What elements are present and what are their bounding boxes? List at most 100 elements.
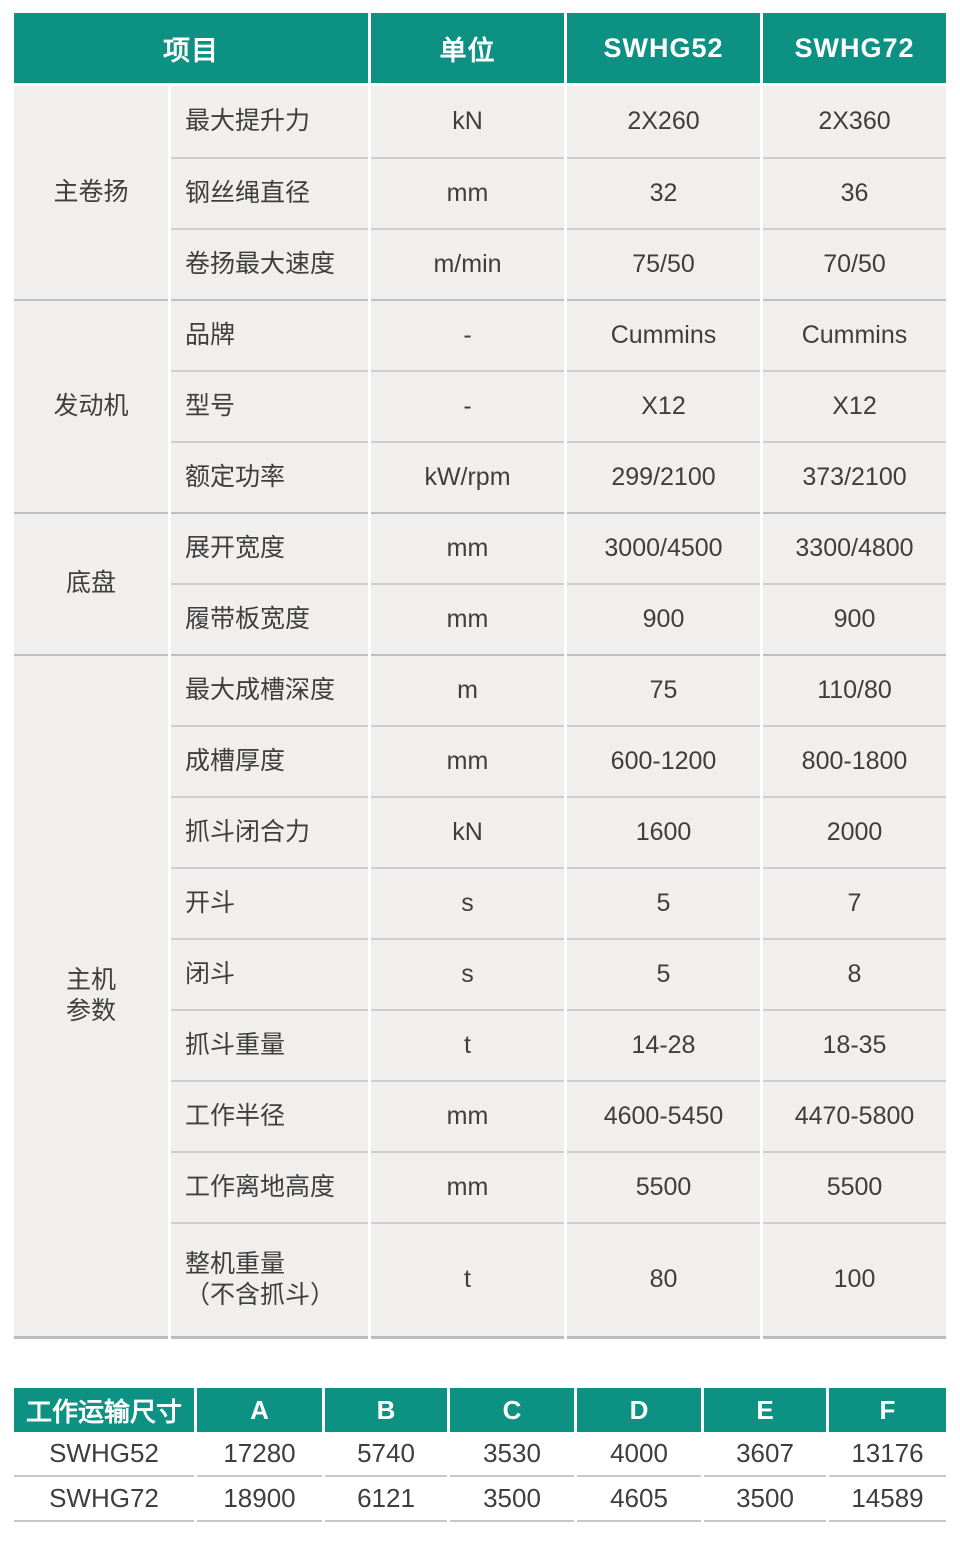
- param-cell: 履带板宽度: [171, 583, 368, 654]
- header-cell-model1: SWHG52: [567, 13, 760, 83]
- param-cell: 整机重量 （不含抓斗）: [171, 1222, 368, 1339]
- transport-value-cell: 13176: [829, 1432, 946, 1477]
- spec-table-header: 项目 单位 SWHG52 SWHG72: [14, 13, 946, 83]
- param-cell: 闭斗: [171, 938, 368, 1009]
- value-cell-swhg52: 14-28: [567, 1009, 760, 1080]
- value-cell-swhg72: 4470-5800: [763, 1080, 946, 1151]
- value-cell-swhg72: 2000: [763, 796, 946, 867]
- transport-table: 工作运输尺寸 A B C D E F SWHG52 17280 5740 353…: [14, 1388, 946, 1522]
- value-cell-swhg52: 32: [567, 157, 760, 228]
- value-cell-swhg52: 5: [567, 867, 760, 938]
- transport-value-cell: 5740: [325, 1432, 447, 1477]
- value-cell-swhg52: 5500: [567, 1151, 760, 1222]
- value-cell-swhg52: Cummins: [567, 299, 760, 370]
- param-cell: 抓斗重量: [171, 1009, 368, 1080]
- category-cell-main-params: 主机 参数: [14, 654, 168, 1339]
- unit-cell: kN: [371, 86, 564, 157]
- param-cell: 开斗: [171, 867, 368, 938]
- param-cell: 型号: [171, 370, 368, 441]
- param-cell: 工作离地高度: [171, 1151, 368, 1222]
- value-cell-swhg52: 600-1200: [567, 725, 760, 796]
- param-cell: 最大提升力: [171, 86, 368, 157]
- transport-value-cell: 3500: [704, 1477, 826, 1522]
- header-cell-model2: SWHG72: [763, 13, 946, 83]
- value-cell-swhg72: 100: [763, 1222, 946, 1339]
- transport-header-title: 工作运输尺寸: [14, 1388, 194, 1432]
- transport-value-cell: 14589: [829, 1477, 946, 1522]
- value-cell-swhg52: 3000/4500: [567, 512, 760, 583]
- transport-value-cell: 3500: [450, 1477, 574, 1522]
- transport-value-cell: 4000: [577, 1432, 701, 1477]
- unit-cell: mm: [371, 725, 564, 796]
- unit-cell: -: [371, 299, 564, 370]
- param-cell: 钢丝绳直径: [171, 157, 368, 228]
- param-cell: 额定功率: [171, 441, 368, 512]
- unit-cell: mm: [371, 583, 564, 654]
- unit-cell: t: [371, 1222, 564, 1339]
- value-cell-swhg52: 75: [567, 654, 760, 725]
- value-cell-swhg52: 75/50: [567, 228, 760, 299]
- value-cell-swhg52: 5: [567, 938, 760, 1009]
- unit-cell: s: [371, 938, 564, 1009]
- unit-cell: mm: [371, 1080, 564, 1151]
- unit-cell: m: [371, 654, 564, 725]
- transport-header-col-e: E: [704, 1388, 826, 1432]
- value-cell-swhg72: 110/80: [763, 654, 946, 725]
- param-cell: 卷扬最大速度: [171, 228, 368, 299]
- category-cell-main-hoist: 主卷扬: [14, 86, 168, 299]
- header-cell-item: 项目: [14, 13, 368, 83]
- value-cell-swhg72: 70/50: [763, 228, 946, 299]
- transport-value-cell: 17280: [197, 1432, 322, 1477]
- value-cell-swhg72: 2X360: [763, 86, 946, 157]
- spec-table: 项目 单位 SWHG52 SWHG72 主卷扬 最大提升力 kN 2X260 2…: [14, 13, 946, 1339]
- unit-cell: -: [371, 370, 564, 441]
- value-cell-swhg72: 36: [763, 157, 946, 228]
- value-cell-swhg72: 900: [763, 583, 946, 654]
- transport-value-cell: 18900: [197, 1477, 322, 1522]
- unit-cell: kW/rpm: [371, 441, 564, 512]
- value-cell-swhg72: 373/2100: [763, 441, 946, 512]
- unit-cell: t: [371, 1009, 564, 1080]
- transport-header-col-f: F: [829, 1388, 946, 1432]
- value-cell-swhg52: 900: [567, 583, 760, 654]
- category-cell-chassis: 底盘: [14, 512, 168, 654]
- transport-header-col-a: A: [197, 1388, 322, 1432]
- value-cell-swhg72: 5500: [763, 1151, 946, 1222]
- value-cell-swhg72: 8: [763, 938, 946, 1009]
- param-cell: 品牌: [171, 299, 368, 370]
- unit-cell: kN: [371, 796, 564, 867]
- unit-cell: mm: [371, 512, 564, 583]
- value-cell-swhg52: 4600-5450: [567, 1080, 760, 1151]
- spec-table-body: 主卷扬 最大提升力 kN 2X260 2X360 钢丝绳直径 mm 32 36 …: [14, 86, 946, 1339]
- value-cell-swhg72: 18-35: [763, 1009, 946, 1080]
- value-cell-swhg52: 1600: [567, 796, 760, 867]
- param-cell: 展开宽度: [171, 512, 368, 583]
- value-cell-swhg52: 299/2100: [567, 441, 760, 512]
- category-cell-engine: 发动机: [14, 299, 168, 512]
- transport-value-cell: 4605: [577, 1477, 701, 1522]
- param-cell: 工作半径: [171, 1080, 368, 1151]
- unit-cell: mm: [371, 157, 564, 228]
- value-cell-swhg72: 800-1800: [763, 725, 946, 796]
- value-cell-swhg52: X12: [567, 370, 760, 441]
- value-cell-swhg72: X12: [763, 370, 946, 441]
- transport-model-cell: SWHG72: [14, 1477, 194, 1522]
- transport-header-col-c: C: [450, 1388, 574, 1432]
- header-cell-unit: 单位: [371, 13, 564, 83]
- transport-header-col-d: D: [577, 1388, 701, 1432]
- transport-header-col-b: B: [325, 1388, 447, 1432]
- transport-value-cell: 3607: [704, 1432, 826, 1477]
- param-cell: 抓斗闭合力: [171, 796, 368, 867]
- transport-model-cell: SWHG52: [14, 1432, 194, 1477]
- unit-cell: mm: [371, 1151, 564, 1222]
- value-cell-swhg52: 80: [567, 1222, 760, 1339]
- unit-cell: s: [371, 867, 564, 938]
- param-cell: 成槽厚度: [171, 725, 368, 796]
- value-cell-swhg72: Cummins: [763, 299, 946, 370]
- param-cell: 最大成槽深度: [171, 654, 368, 725]
- transport-value-cell: 3530: [450, 1432, 574, 1477]
- transport-value-cell: 6121: [325, 1477, 447, 1522]
- unit-cell: m/min: [371, 228, 564, 299]
- value-cell-swhg72: 3300/4800: [763, 512, 946, 583]
- value-cell-swhg72: 7: [763, 867, 946, 938]
